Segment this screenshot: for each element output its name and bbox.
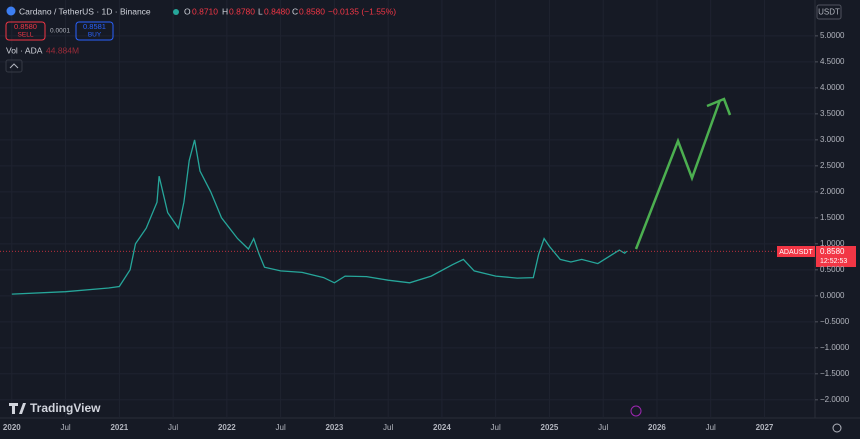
symbol-title: Cardano / TetherUS · 1D · Binance — [19, 6, 151, 16]
currency-button[interactable] — [816, 4, 842, 20]
symbol-tag-text: ADAUSDT — [779, 249, 813, 256]
y-tick-label: 1.5000 — [820, 213, 845, 222]
ohlc-value: 0.8480 — [264, 6, 290, 16]
event-icon[interactable] — [630, 405, 642, 417]
x-tick-label: Jul — [60, 423, 70, 432]
y-tick-label: 5.0000 — [820, 31, 845, 40]
buy-label: BUY — [88, 32, 102, 39]
brand-logo — [9, 403, 26, 414]
x-tick-label: Jul — [491, 423, 501, 432]
buy-button[interactable] — [75, 21, 114, 41]
y-tick-label: 3.0000 — [820, 135, 845, 144]
x-tick-label: 2022 — [218, 423, 236, 432]
price-tag-value: 0.8580 — [820, 247, 845, 256]
x-tick-label: 2021 — [110, 423, 128, 432]
ohlc-value: 0.8710 — [192, 6, 218, 16]
y-tick-label: 2.5000 — [820, 161, 845, 170]
x-tick-label: Jul — [598, 423, 608, 432]
x-tick-label: 2026 — [648, 423, 666, 432]
y-tick-label: −1.0000 — [820, 343, 850, 352]
ohlc-label: O — [184, 6, 191, 16]
arrow-head — [706, 97, 732, 116]
y-tick-label: 0.5000 — [820, 265, 845, 274]
y-tick-label: 1.0000 — [820, 239, 845, 248]
currency: USDT — [818, 8, 840, 17]
status-dot — [173, 9, 179, 15]
projection-arrow — [634, 99, 722, 250]
ohlc-value: 0.8580 — [299, 6, 325, 16]
ohlc-label: H — [222, 6, 228, 16]
x-tick-label: 2020 — [3, 423, 21, 432]
price-tag — [816, 246, 856, 267]
y-tick-label: 4.0000 — [820, 83, 845, 92]
ohlc-value: 0.8780 — [229, 6, 255, 16]
x-tick-label: Jul — [706, 423, 716, 432]
ohlc-label: L — [258, 6, 263, 16]
sell-button[interactable] — [5, 21, 46, 41]
x-tick-label: Jul — [168, 423, 178, 432]
volume-label: Vol · ADA — [6, 45, 43, 55]
x-tick-label: 2027 — [756, 423, 774, 432]
change: −0.0135 (−1.55%) — [328, 6, 396, 16]
collapse-icon — [9, 63, 19, 69]
volume-value: 44.884M — [46, 45, 79, 55]
spread: 0.0001 — [50, 28, 70, 35]
x-tick-label: 2025 — [541, 423, 559, 432]
price-line — [11, 139, 628, 295]
sell-label: SELL — [18, 32, 34, 39]
brand-name: TradingView — [30, 401, 101, 415]
y-tick-label: −0.5000 — [820, 317, 850, 326]
y-tick-label: −2.0000 — [820, 395, 850, 404]
symbol-tag — [777, 246, 815, 257]
collapse-button[interactable] — [5, 59, 23, 73]
ohlc-label: C — [292, 6, 298, 16]
y-tick-label: −1.5000 — [820, 369, 850, 378]
price-tag-countdown: 12:52:53 — [820, 258, 847, 265]
settings-icon[interactable] — [832, 423, 842, 433]
y-tick-label: 2.0000 — [820, 187, 845, 196]
symbol-icon — [6, 6, 16, 16]
y-tick-label: 0.0000 — [820, 291, 845, 300]
sell-price: 0.8580 — [14, 22, 37, 31]
x-tick-label: Jul — [383, 423, 393, 432]
buy-price: 0.8581 — [83, 22, 106, 31]
y-tick-label: 4.5000 — [820, 57, 845, 66]
x-tick-label: Jul — [276, 423, 286, 432]
y-tick-label: 3.5000 — [820, 109, 845, 118]
x-tick-label: 2024 — [433, 423, 451, 432]
x-tick-label: 2023 — [325, 423, 343, 432]
